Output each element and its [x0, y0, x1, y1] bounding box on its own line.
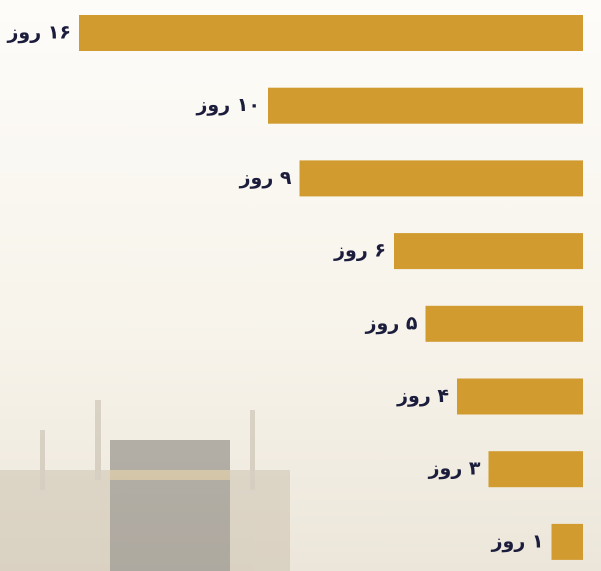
bar	[489, 451, 584, 487]
bar	[268, 88, 583, 124]
bar	[300, 160, 584, 196]
bar	[426, 306, 584, 342]
value-label: ۵ روز	[365, 312, 418, 334]
value-label: ۴ روز	[396, 385, 449, 407]
bar	[79, 15, 583, 51]
value-label: ۶ روز	[333, 240, 386, 262]
value-label: ۱ روز	[491, 530, 544, 552]
page: ۱۶ روز ۱۰ روز ۹ روز ۶ روز ۵ روز ۴ روز ۳ روز ۱ ر…	[0, 0, 601, 571]
value-label: ۱۰ روز	[195, 94, 260, 116]
value-label: ۹ روز	[239, 167, 292, 189]
bar	[394, 233, 583, 269]
bar	[552, 524, 584, 560]
chart: ۱۶ روز ۱۰ روز ۹ روز ۶ روز ۵ روز ۴ روز ۳ روز ۱ ر…	[0, 0, 601, 571]
value-label: ۳ روز	[428, 458, 481, 480]
value-label: ۱۶ روز	[6, 22, 71, 44]
bar	[457, 379, 583, 415]
